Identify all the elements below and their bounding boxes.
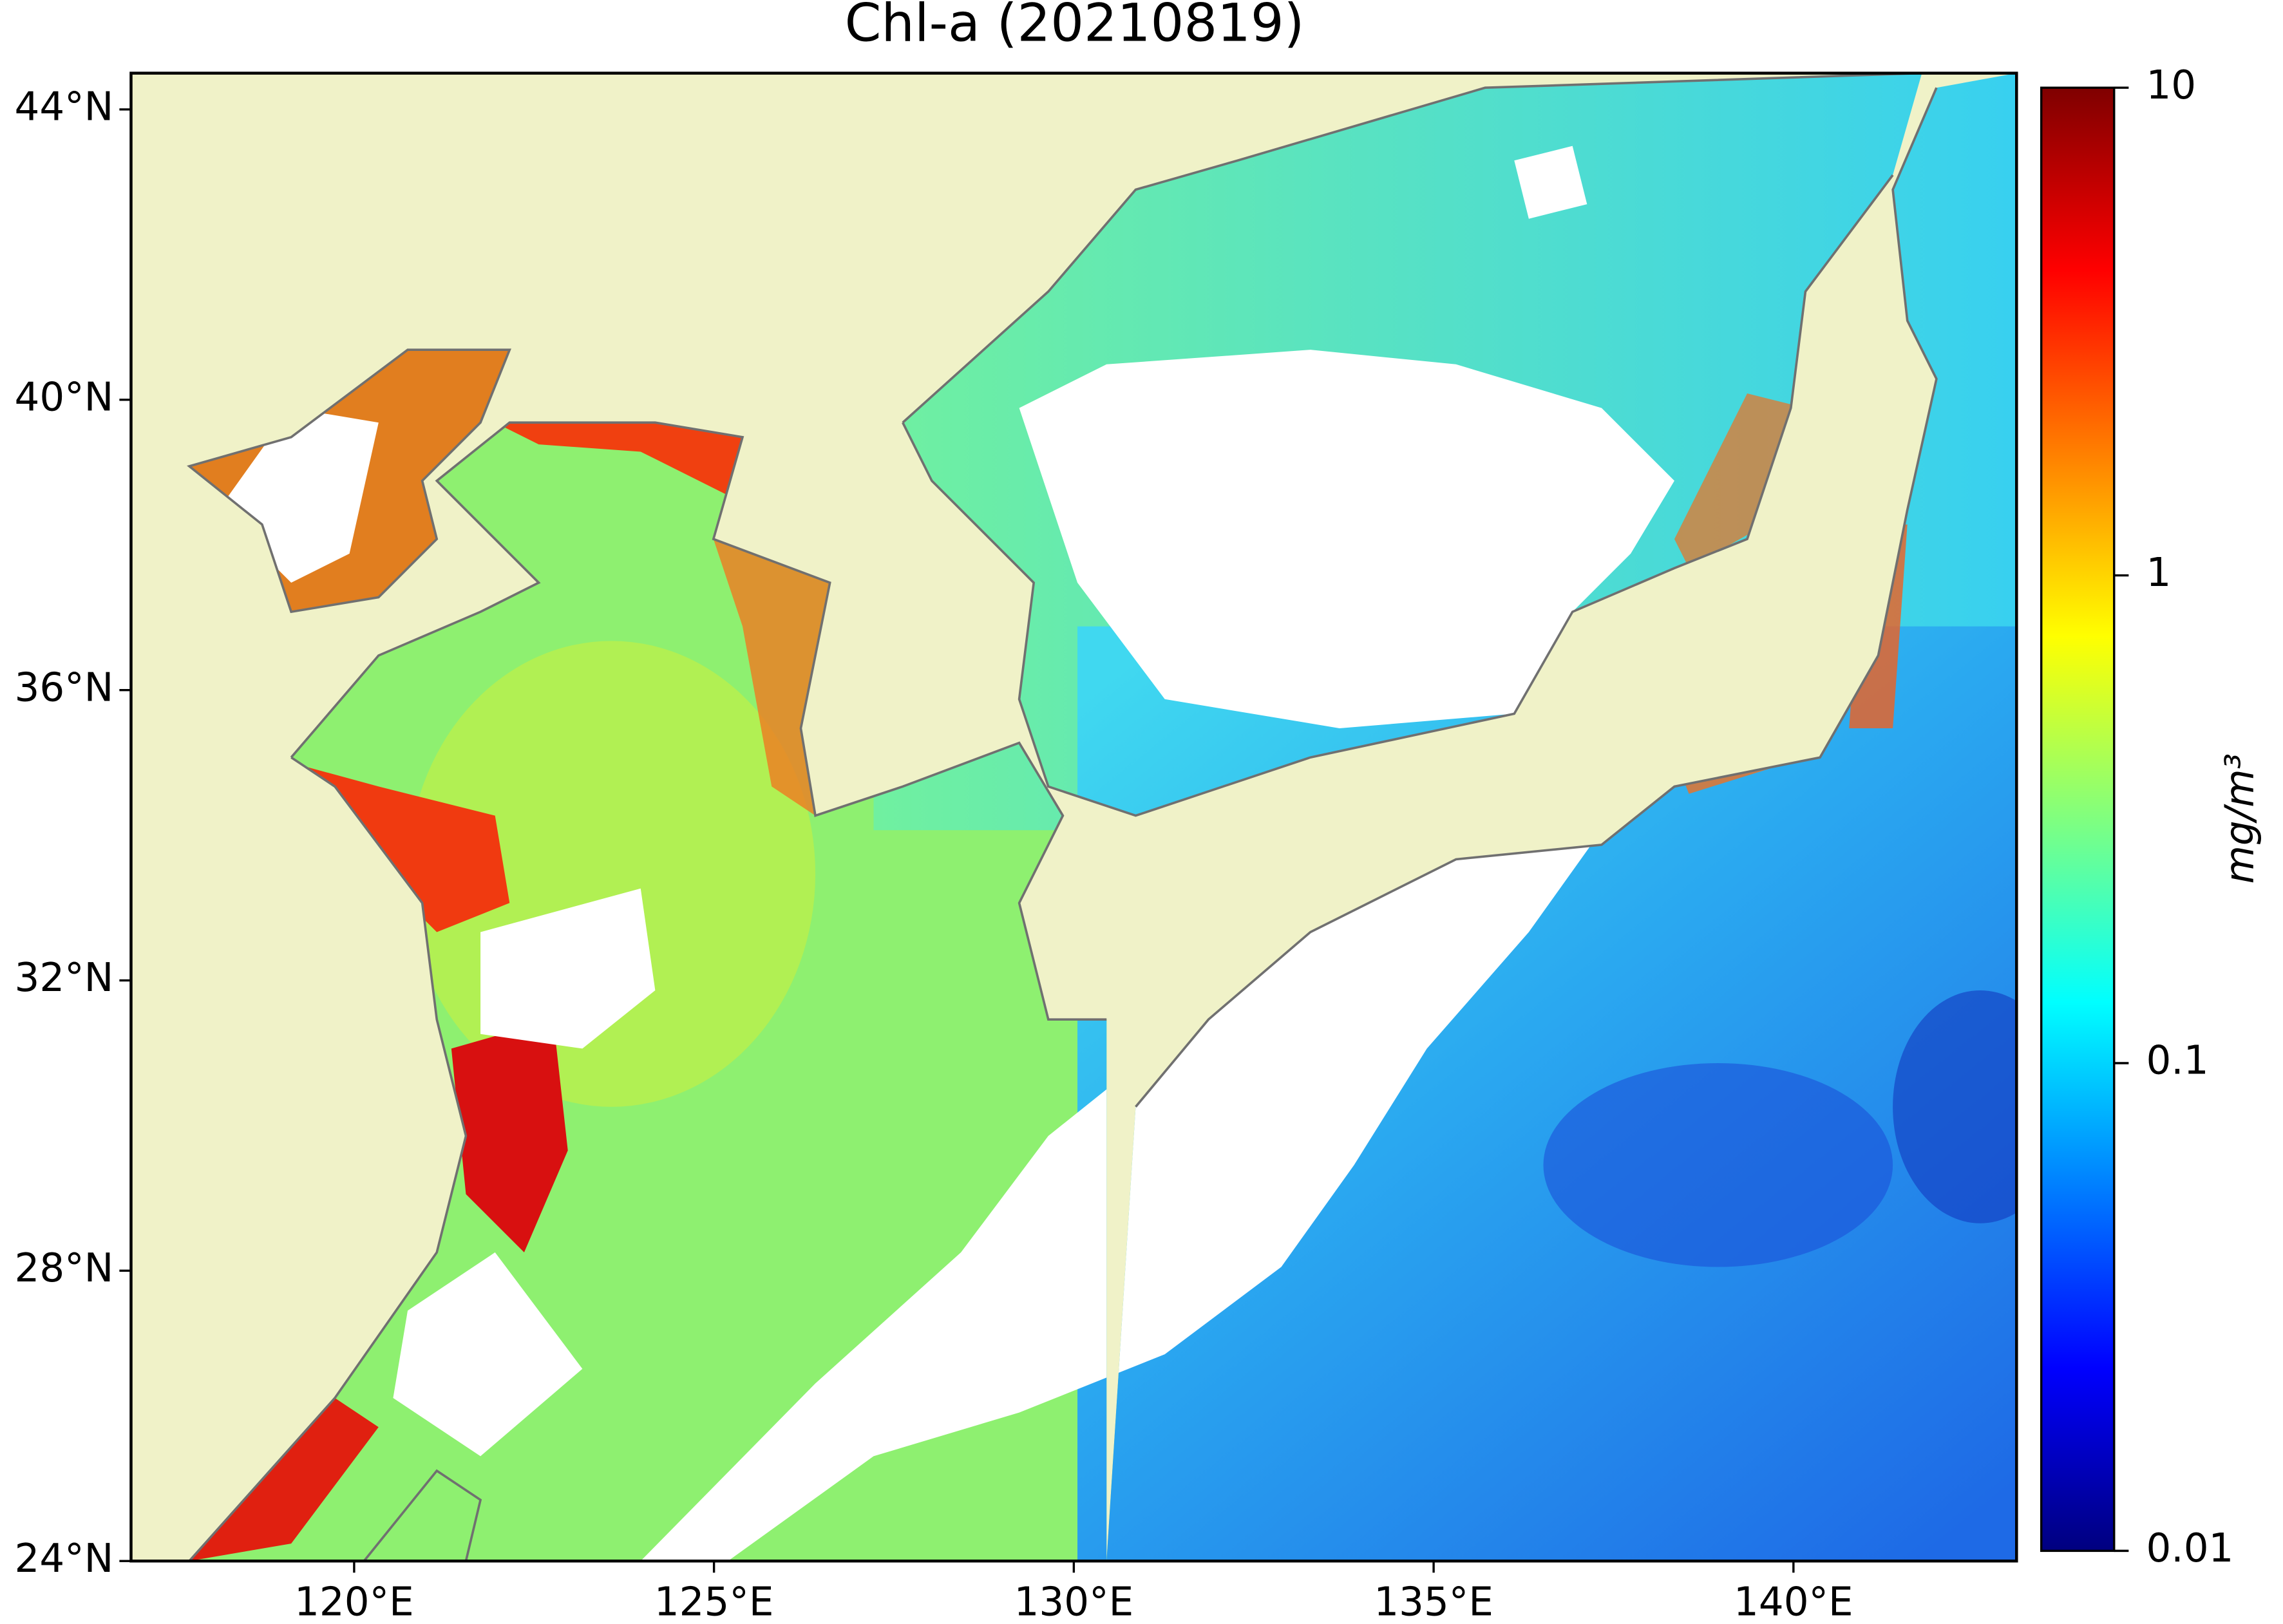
y-tick-label: 28°N — [15, 1245, 114, 1291]
colorbar-tick-label: 10 — [2146, 62, 2196, 108]
x-tick-label: 130°E — [1014, 1580, 1134, 1624]
x-tick-label: 135°E — [1374, 1580, 1493, 1624]
map-area — [129, 71, 2018, 1563]
x-tick-label: 125°E — [654, 1580, 774, 1624]
colorbar — [2040, 86, 2116, 1553]
y-tick-label: 24°N — [15, 1536, 114, 1582]
map-title: Chl-a (20210819) — [845, 0, 1305, 54]
y-tick-label: 40°N — [15, 374, 114, 420]
y-tick-label: 44°N — [15, 84, 114, 130]
y-tick-label: 36°N — [15, 665, 114, 710]
colorbar-tick-label: 1 — [2146, 550, 2171, 596]
colorbar-tick-label: 0.1 — [2146, 1038, 2208, 1084]
coastline — [187, 71, 1938, 1562]
colorbar-tick-label: 0.01 — [2146, 1525, 2233, 1571]
y-tick-label: 32°N — [15, 955, 114, 1001]
x-tick-label: 120°E — [294, 1580, 414, 1624]
x-tick-label: 140°E — [1734, 1580, 1853, 1624]
colorbar-label: mg/m³ — [2217, 753, 2262, 884]
